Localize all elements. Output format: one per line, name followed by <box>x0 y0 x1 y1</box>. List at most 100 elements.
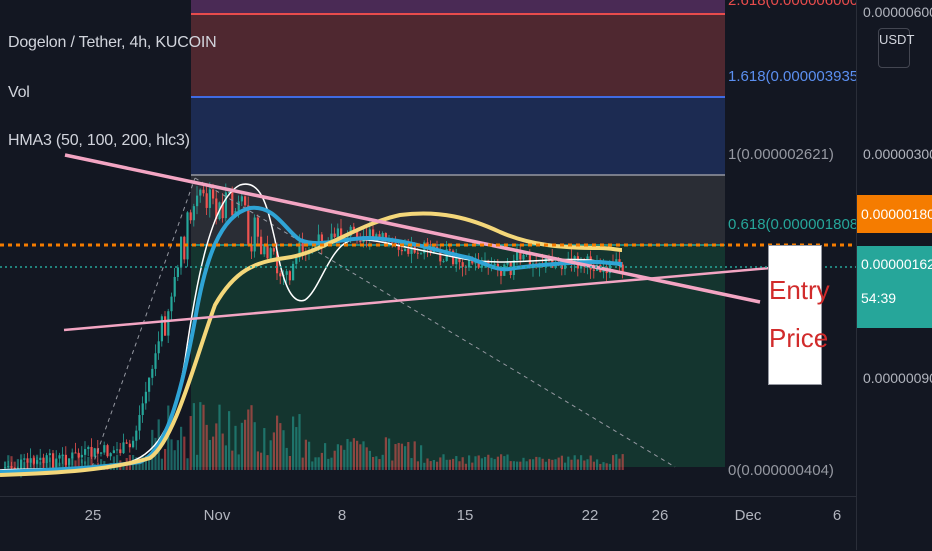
volume-bar <box>439 457 442 470</box>
volume-bar <box>199 402 202 470</box>
time-tick: 6 <box>832 507 842 524</box>
volume-bar <box>615 454 618 470</box>
candle-body <box>71 452 74 459</box>
volume-bar <box>477 455 480 470</box>
volume-bar <box>32 456 35 470</box>
volume-bar <box>112 456 115 470</box>
volume-bar <box>484 456 487 470</box>
volume-bar <box>365 447 368 470</box>
candle-body <box>29 458 32 463</box>
volume-bar <box>324 443 327 470</box>
volume-bar <box>359 444 362 470</box>
candle-body <box>442 261 445 263</box>
candle-body <box>285 271 288 275</box>
entry-price-note[interactable]: Entry Price <box>768 245 830 385</box>
fib-label-1618: 1.618(0.000003935) <box>728 68 856 85</box>
volume-bar <box>208 439 211 470</box>
time-axis[interactable]: 25 Nov 8 15 22 26 Dec 6 <box>0 496 856 551</box>
volume-bar <box>413 441 416 470</box>
candle-body <box>500 266 503 276</box>
candle-body <box>58 455 61 459</box>
volume-bar <box>202 404 205 470</box>
volume-bar <box>327 458 330 470</box>
time-tick: 8 <box>337 507 347 524</box>
entry-note-line1: Entry <box>769 275 830 305</box>
currency-unit-button[interactable]: USDT <box>878 28 914 68</box>
candle-body <box>295 257 298 264</box>
volume-bar <box>218 404 221 470</box>
volume-bar <box>349 441 352 470</box>
volume-bar <box>538 457 541 470</box>
candle-body <box>340 228 343 238</box>
volume-bar <box>234 425 237 470</box>
volume-bar <box>340 445 343 470</box>
candle-body <box>196 195 199 207</box>
volume-bar <box>269 440 272 470</box>
volume-bar <box>272 432 275 470</box>
chart-area[interactable]: Dogelon / Tether, 4h, KUCOIN Vol HMA3 (5… <box>0 0 856 496</box>
candle-body <box>461 262 464 267</box>
descending-trendline[interactable] <box>64 153 761 304</box>
price-tick-low: 0.000000900 <box>863 370 932 386</box>
time-tick: 22 <box>581 507 599 524</box>
volume-bar <box>548 458 551 470</box>
volume-bar <box>144 455 147 470</box>
volume-bar <box>551 459 554 470</box>
volume-bar <box>554 459 557 470</box>
volume-bar <box>80 459 83 470</box>
volume-bar <box>445 459 448 470</box>
volume-bar <box>442 454 445 470</box>
volume-bar <box>336 444 339 470</box>
volume-bar <box>464 463 467 470</box>
volume-bar <box>528 459 531 470</box>
volume-bar <box>205 424 208 470</box>
candle-body <box>116 449 119 451</box>
volume-bar <box>250 405 253 470</box>
bar-countdown: 54:39 <box>861 290 897 306</box>
candle-body <box>135 430 138 441</box>
candle-body <box>144 391 147 404</box>
volume-bar <box>372 456 375 470</box>
candle-body <box>192 206 195 221</box>
volume-legend[interactable]: Vol <box>8 84 30 101</box>
candle-body <box>621 264 624 273</box>
volume-bar <box>77 454 80 470</box>
candle-body <box>493 263 496 266</box>
ascending-trendline[interactable] <box>63 266 771 332</box>
orange-price-badge: 0.000001807 <box>857 195 932 233</box>
volume-bar <box>416 461 419 470</box>
candle-body <box>368 229 371 240</box>
volume-bar <box>4 461 7 470</box>
fib-band-gray <box>191 175 725 245</box>
volume-bar <box>599 463 602 470</box>
candle-body <box>250 244 253 252</box>
volume-bar <box>333 450 336 470</box>
indicator-legend[interactable]: HMA3 (50, 100, 200, hlc3) <box>8 132 190 149</box>
volume-bar <box>468 455 471 470</box>
volume-bar <box>560 455 563 470</box>
candle-body <box>237 201 240 212</box>
volume-bar <box>116 454 119 470</box>
candle-body <box>247 205 250 245</box>
candle-body <box>170 296 173 312</box>
candle-body <box>138 415 141 431</box>
candle-body <box>448 249 451 251</box>
fib-label-2618: 2.618(0.000006000) <box>728 0 856 9</box>
candle-body <box>336 228 339 237</box>
candle-body <box>439 249 442 262</box>
candle-body <box>260 236 263 255</box>
candle-body <box>199 189 202 196</box>
symbol-legend[interactable]: Dogelon / Tether, 4h, KUCOIN <box>8 34 217 51</box>
volume-bar <box>263 428 266 470</box>
volume-bar <box>378 459 381 470</box>
volume-bar <box>586 459 589 470</box>
candle-body <box>157 341 160 354</box>
candle-body <box>87 446 90 450</box>
volume-bar <box>388 438 391 470</box>
candle-body <box>420 253 423 255</box>
volume-bar <box>452 458 455 470</box>
volume-bar <box>410 458 413 470</box>
volume-bar <box>621 454 624 470</box>
volume-bar <box>512 461 515 470</box>
volume-bar <box>276 415 279 470</box>
